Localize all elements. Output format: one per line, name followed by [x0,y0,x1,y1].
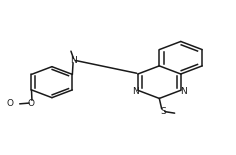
Text: O: O [6,99,13,108]
Text: N: N [180,87,187,96]
Text: N: N [70,56,77,65]
Text: S: S [160,107,166,116]
Text: O: O [27,99,34,108]
Text: N: N [132,87,138,96]
